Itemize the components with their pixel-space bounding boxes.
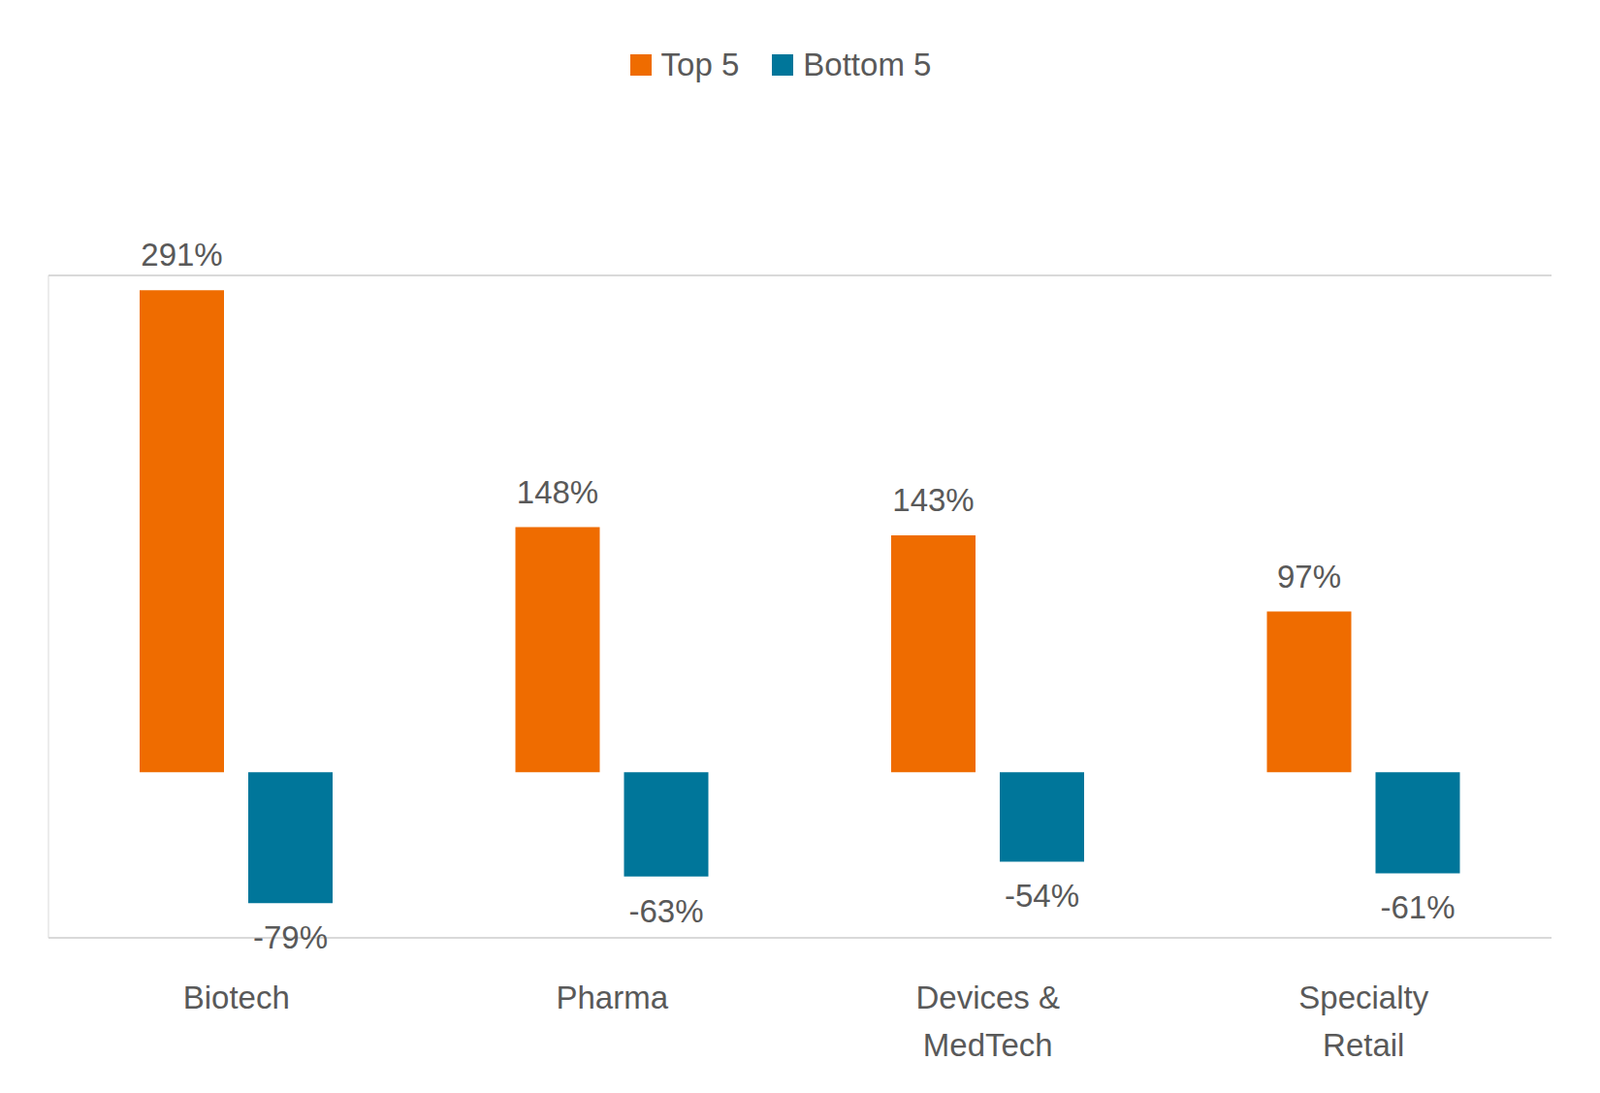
svg-text:-63%: -63% <box>628 893 704 929</box>
svg-text:Devices &MedTech: Devices &MedTech <box>915 979 1060 1063</box>
html-text:Top 5: Top 5 <box>660 46 740 83</box>
svg-text:143%: 143% <box>892 481 974 518</box>
svg-text:97%: 97% <box>1277 558 1342 595</box>
html-text:Bottom 5: Bottom 5 <box>803 46 932 83</box>
svg-text:291%: 291% <box>140 236 223 273</box>
svg-text:-79%: -79% <box>253 919 328 956</box>
svg-text:148%: 148% <box>516 474 599 511</box>
svg-text:-54%: -54% <box>1004 877 1080 914</box>
svg-text:-61%: -61% <box>1379 889 1455 926</box>
svg-text:Pharma: Pharma <box>555 979 669 1016</box>
svg-text:Biotech: Biotech <box>183 979 290 1016</box>
svg-text:SpecialtyRetail: SpecialtyRetail <box>1298 979 1429 1063</box>
